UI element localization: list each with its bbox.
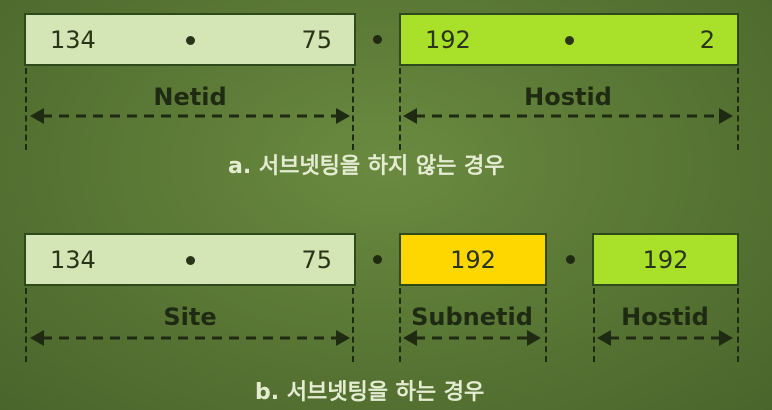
subnetid-box: 192 xyxy=(399,233,547,286)
subnetid-label: Subnetid xyxy=(411,303,533,331)
dot-icon xyxy=(186,35,195,45)
hostid-value: 192 xyxy=(642,245,689,274)
dot-icon xyxy=(565,35,574,45)
netid-box: 134 75 xyxy=(24,13,356,66)
site-octet-1: 134 xyxy=(50,245,96,274)
bracket-right-line xyxy=(737,288,739,362)
netid-octet-1: 134 xyxy=(50,25,96,54)
netid-span-arrow xyxy=(30,108,350,124)
bracket-subnet-left-line xyxy=(399,288,401,362)
bracket-left-line xyxy=(25,68,27,150)
subnetid-span-arrow xyxy=(403,330,541,346)
netid-octet-2: 75 xyxy=(301,25,332,54)
site-box: 134 75 xyxy=(24,233,356,286)
bracket-hostid-left-line xyxy=(399,68,401,150)
site-span-arrow xyxy=(30,330,350,346)
bracket-host-left-line xyxy=(593,288,595,362)
bracket-left-line xyxy=(25,288,27,362)
hostid-box: 192 2 xyxy=(399,13,739,66)
subnetid-value: 192 xyxy=(450,245,496,274)
bracket-site-right-line xyxy=(352,288,354,362)
netid-label: Netid xyxy=(153,83,227,111)
bracket-right-line xyxy=(737,68,739,150)
separator-dot-icon xyxy=(373,35,382,44)
caption-a: a. 서브넷팅을 하지 않는 경우 xyxy=(228,154,505,179)
caption-b: b. 서브넷팅을 하는 경우 xyxy=(255,380,485,405)
hostid-box-b: 192 xyxy=(592,233,739,286)
hostid-octet-3: 192 xyxy=(425,25,471,54)
hostid-span-arrow xyxy=(403,108,733,124)
dot-icon xyxy=(186,255,195,265)
bracket-netid-right-line xyxy=(352,68,354,150)
site-octet-2: 75 xyxy=(301,245,332,274)
separator-dot-icon xyxy=(373,255,382,264)
bracket-subnet-right-line xyxy=(545,288,547,362)
hostid-label-b: Hostid xyxy=(621,303,709,331)
hostid-label: Hostid xyxy=(524,83,612,111)
hostid-octet-4: 2 xyxy=(699,25,715,54)
hostid-span-arrow-b xyxy=(597,330,733,346)
site-label: Site xyxy=(163,303,217,331)
separator-dot-icon xyxy=(566,255,575,264)
